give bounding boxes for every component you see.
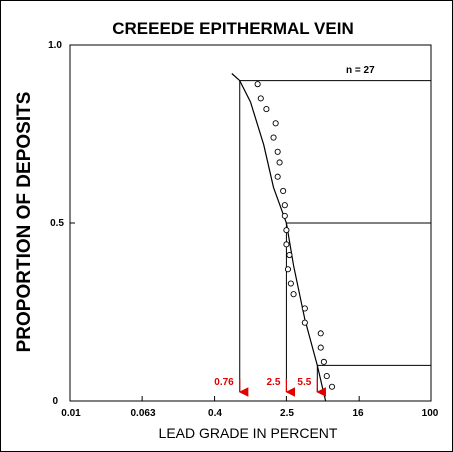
data-point: [320, 358, 327, 365]
data-point: [272, 120, 279, 127]
plot-layer: 0.76 2.5 5.5: [69, 44, 432, 402]
data-point: [254, 81, 261, 88]
data-point: [263, 106, 270, 113]
data-point: [317, 330, 324, 337]
chart-title: CREEEDE EPITHERMAL VEIN: [112, 19, 354, 38]
data-point: [301, 319, 308, 326]
data-point: [287, 280, 294, 287]
data-point: [281, 202, 288, 209]
data-point: [276, 159, 283, 166]
data-point: [274, 148, 281, 155]
percentile-label: 5.5: [297, 377, 311, 388]
data-point: [301, 305, 308, 312]
fitted-curve: [231, 73, 327, 402]
y-axis-label: PROPORTION OF DEPOSITS: [14, 92, 35, 353]
x-tick-label: 0.063: [130, 408, 155, 419]
x-tick-label: 16: [352, 408, 364, 419]
data-point: [290, 291, 297, 298]
data-point: [281, 212, 288, 219]
x-tick-label: 100: [422, 408, 439, 419]
data-point: [283, 227, 290, 234]
percentile-label: 2.5: [267, 377, 281, 388]
data-point: [317, 344, 324, 351]
x-axis-label: LEAD GRADE IN PERCENT: [159, 425, 338, 441]
data-point: [274, 173, 281, 180]
x-tick-label: 0.01: [61, 408, 81, 419]
percentile-label: 0.76: [214, 377, 234, 388]
data-point: [328, 383, 336, 390]
data-point: [283, 241, 290, 248]
data-point: [286, 251, 293, 259]
data-point: [270, 134, 277, 141]
data-point: [257, 95, 264, 102]
data-point: [323, 373, 330, 380]
x-tick-label: 2.5: [280, 408, 294, 419]
y-tick-label: 1.0: [48, 40, 62, 51]
sample-size-note: n = 27: [346, 65, 375, 76]
x-tick-label: 0.4: [208, 408, 222, 419]
data-point: [284, 266, 292, 273]
y-tick-label: 0.5: [50, 218, 64, 229]
y-tick-label: 0: [52, 396, 58, 407]
data-point: [280, 187, 287, 195]
